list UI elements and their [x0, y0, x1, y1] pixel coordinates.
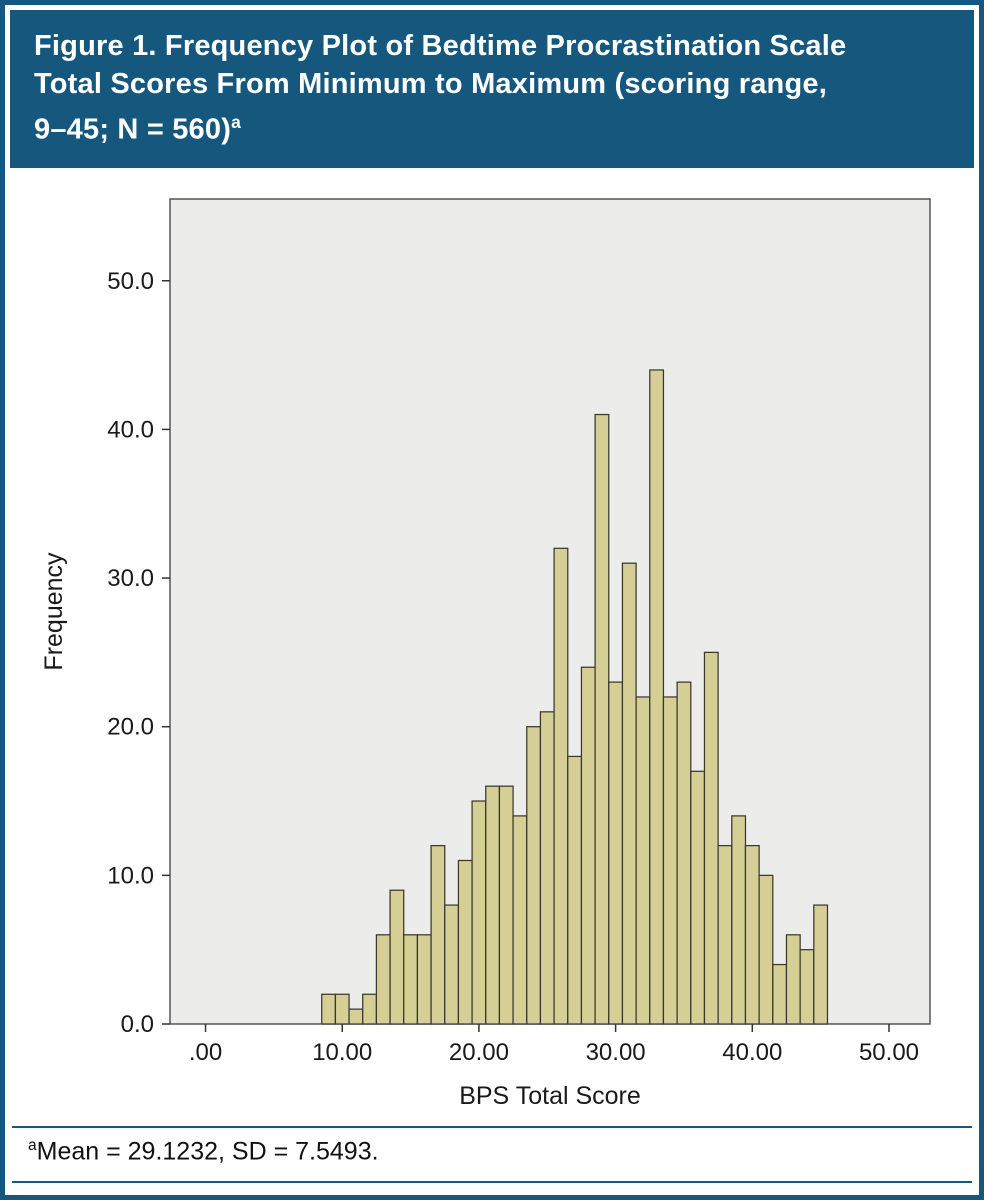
histogram-bar [553, 547, 569, 1025]
y-tick-label: 10.0 [107, 862, 154, 889]
figure-title-line-3: 9–45; N = 560)a [34, 103, 950, 149]
y-tick-label: 0.0 [121, 1011, 154, 1038]
histogram-bar [485, 785, 501, 1025]
histogram-bar [744, 844, 760, 1025]
histogram-bar [731, 814, 747, 1025]
histogram-bar [539, 710, 555, 1025]
x-tick-label: 30.00 [586, 1039, 646, 1066]
figure-title-bar: Figure 1. Frequency Plot of Bedtime Proc… [10, 10, 974, 168]
histogram-bar [690, 770, 706, 1025]
histogram-bar [662, 696, 678, 1025]
figure-title-superscript: a [231, 112, 241, 132]
histogram-bar [799, 948, 815, 1025]
x-axis-label: BPS Total Score [459, 1082, 641, 1110]
footnote-text: Mean = 29.1232, SD = 7.5493. [36, 1136, 379, 1165]
histogram-bar [457, 859, 473, 1025]
x-tick-label: 10.00 [312, 1039, 372, 1066]
histogram-chart: .00 10.00 20.00 30.00 40.00 50.00 0.0 10.0 20.0 3… [10, 174, 974, 1124]
histogram-bar [416, 933, 432, 1025]
histogram-bar [334, 993, 350, 1025]
histogram-bar [375, 933, 391, 1025]
histogram-bar [758, 874, 774, 1025]
y-tick-label: 40.0 [107, 416, 154, 443]
y-axis-label: Frequency [40, 552, 68, 671]
histogram-bar [594, 413, 610, 1025]
y-tick-label: 20.0 [107, 713, 154, 740]
histogram-bar [512, 814, 528, 1025]
histogram-bar [567, 755, 583, 1025]
x-tick-label: 20.00 [449, 1039, 509, 1066]
histogram-bar [813, 904, 829, 1025]
footnote-superscript: a [28, 1136, 37, 1154]
histogram-bar [703, 651, 719, 1025]
histogram-bar [471, 800, 487, 1025]
histogram-bar [785, 933, 801, 1025]
histogram-bar [321, 993, 337, 1025]
histogram-bar [649, 368, 665, 1025]
figure-title-line-2: Total Scores From Minimum to Maximum (sc… [34, 68, 827, 100]
histogram-bar [580, 666, 596, 1025]
histogram-bar [608, 681, 624, 1025]
histogram-bar [498, 785, 514, 1025]
histogram-bar [348, 1008, 364, 1025]
histogram-bar [389, 889, 405, 1025]
y-tick-label: 50.0 [107, 267, 154, 294]
histogram-bar [717, 844, 733, 1025]
x-tick-label: .00 [189, 1039, 222, 1066]
figure-title-line-1: Figure 1. Frequency Plot of Bedtime Proc… [34, 30, 847, 62]
histogram-bar [526, 725, 542, 1025]
histogram-bar [772, 963, 788, 1025]
x-tick-label: 40.00 [722, 1039, 782, 1066]
histogram-bar [676, 681, 692, 1025]
histogram-bar [403, 933, 419, 1025]
histogram-svg: .00 10.00 20.00 30.00 40.00 50.00 0.0 10.0 20.0 3… [40, 197, 931, 1110]
footnote: aMean = 29.1232, SD = 7.5493. [12, 1125, 972, 1183]
histogram-bar [635, 696, 651, 1025]
x-tick-label: 50.00 [859, 1039, 919, 1066]
histogram-bar [430, 844, 446, 1025]
histogram-bar [621, 562, 637, 1025]
histogram-bar [444, 904, 460, 1025]
figure-title-line-3-text: 9–45; N = 560) [34, 113, 232, 146]
y-tick-label: 30.0 [107, 565, 154, 592]
histogram-bar [362, 993, 378, 1025]
